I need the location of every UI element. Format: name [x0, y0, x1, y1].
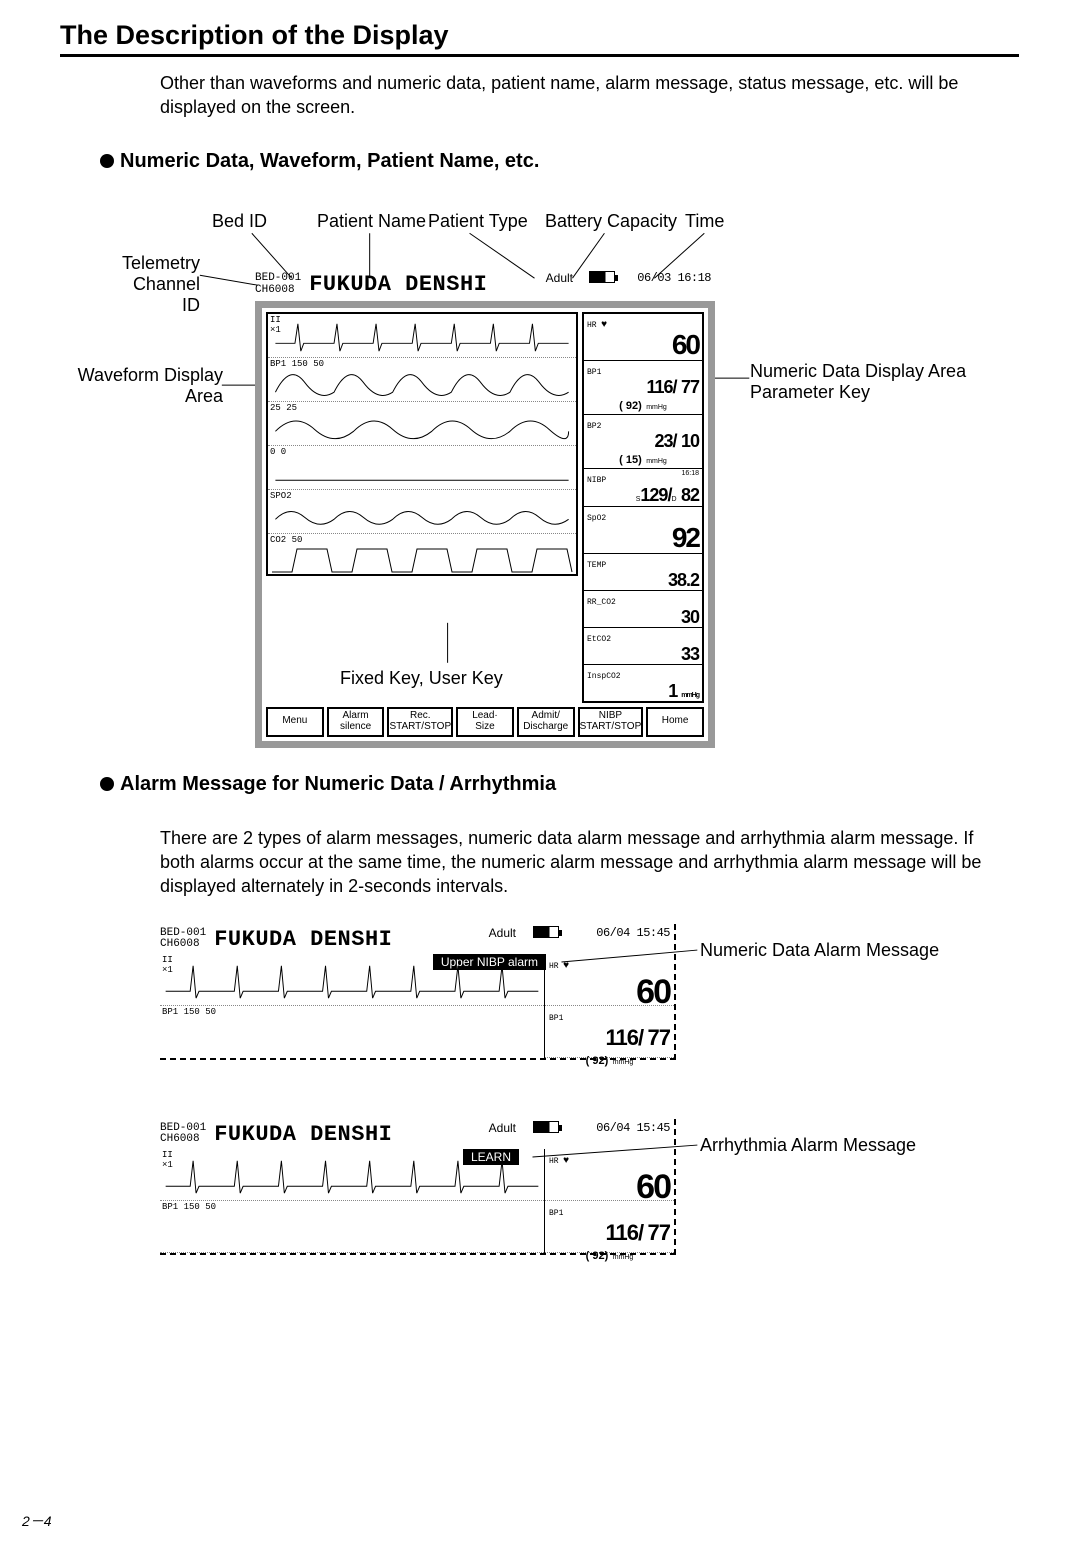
bp1-wave — [268, 358, 576, 401]
hr-label: HR — [587, 321, 597, 330]
etco2-value: 33 — [587, 645, 699, 663]
patient-name: FUKUDA DENSHI — [214, 1122, 392, 1147]
bp2-dia: 10 — [681, 431, 699, 451]
callout-patient-name: Patient Name — [317, 211, 426, 232]
intro-text: Other than waveforms and numeric data, p… — [160, 71, 989, 120]
bp-sys: 116 — [605, 1220, 638, 1245]
device-body: II ×1 BP1 150 50 25 25 0 0 SPO2 — [255, 301, 715, 748]
menu-button[interactable]: Menu — [266, 707, 324, 737]
callout-time: Time — [685, 211, 724, 232]
device-header: BED-001 CH6008 FUKUDA DENSHI Adult 06/03… — [255, 269, 715, 301]
numeric-area: HR ♥60 BP1116/ 77( 92) mmHg BP223/ 10( 1… — [582, 312, 704, 703]
bp2-label: BP2 — [587, 422, 601, 431]
callout-bed-id: Bed ID — [212, 211, 267, 232]
bp-dia: 77 — [648, 1025, 670, 1050]
bed-channel-id: BED-001 CH6008 — [160, 928, 206, 951]
heart-icon: ♥ — [563, 1155, 569, 1166]
insp-label: InspCO2 — [587, 672, 621, 681]
callout-numeric-alarm: Numeric Data Alarm Message — [700, 940, 939, 961]
page-number: 2－4 — [22, 1511, 52, 1531]
bp1-dia: 77 — [681, 377, 699, 397]
bp2-sys: 23 — [654, 431, 672, 451]
insp-value: 1 — [668, 681, 677, 701]
ecg-wave — [160, 1149, 544, 1200]
callout-numeric-area: Numeric Data Display Area Parameter Key — [750, 361, 966, 403]
page-title: The Description of the Display — [60, 20, 1019, 57]
heart-icon: ♥ — [601, 319, 607, 330]
co2-wave — [268, 534, 576, 576]
ecg-wave — [268, 314, 576, 357]
bullet-icon — [100, 154, 114, 168]
callout-patient-type: Patient Type — [428, 211, 528, 232]
callout-battery: Battery Capacity — [545, 211, 677, 232]
home-button[interactable]: Home — [646, 707, 704, 737]
spo2-value: 92 — [587, 524, 699, 552]
rr-label: RR_CO2 — [587, 598, 616, 607]
nibp-button[interactable]: NIBP START/STOP — [578, 707, 644, 737]
heart-icon: ♥ — [563, 960, 569, 971]
bp-mean: ( 92) — [586, 1250, 609, 1262]
etco2-label: EtCO2 — [587, 635, 611, 644]
battery-icon — [533, 926, 559, 938]
bp-sys: 116 — [605, 1025, 638, 1050]
alarm-figure-1: Numeric Data Alarm Message BED-001 CH600… — [60, 924, 1019, 1099]
bp-dia: 77 — [648, 1220, 670, 1245]
admit-button[interactable]: Admit/ Discharge — [517, 707, 575, 737]
rr-value: 30 — [587, 608, 699, 626]
bp-mean: ( 92) — [586, 1055, 609, 1067]
datetime: 06/03 16:18 — [637, 271, 711, 285]
section1-heading-text: Numeric Data, Waveform, Patient Name, et… — [120, 150, 539, 172]
ecg-wave — [160, 954, 544, 1005]
patient-type: Adult — [489, 926, 516, 940]
bp1-mean: ( 92) — [619, 400, 642, 412]
spo2-wave — [268, 490, 576, 533]
bed-channel-id: BED-001 CH6008 — [255, 273, 301, 296]
lead-size-button[interactable]: Lead· Size — [456, 707, 514, 737]
nibp-sys: 129 — [640, 485, 667, 505]
alarm-silence-button[interactable]: Alarm silence — [327, 707, 385, 737]
bp1-sys: 116 — [646, 377, 672, 397]
callout-telemetry: Telemetry Channel ID — [120, 253, 200, 316]
alarm-figure-2: Arrhythmia Alarm Message BED-001 CH6008 … — [60, 1119, 1019, 1294]
insp-unit: mmHg — [681, 692, 699, 699]
wave-label: BP1 150 50 — [162, 1202, 216, 1212]
battery-icon — [589, 271, 615, 283]
bed-channel-id: BED-001 CH6008 — [160, 1123, 206, 1146]
callout-arrhythmia-alarm: Arrhythmia Alarm Message — [700, 1135, 916, 1156]
callout-waveform-area: Waveform Display Area — [75, 365, 223, 407]
bp2-wave — [268, 402, 576, 445]
wave4 — [268, 446, 576, 489]
patient-name: FUKUDA DENSHI — [214, 927, 392, 952]
temp-value: 38.2 — [587, 571, 699, 589]
hr-value: 60 — [587, 331, 699, 359]
button-row: Menu Alarm silence Rec. START/STOP Lead·… — [266, 707, 704, 737]
bullet-icon — [100, 777, 114, 791]
waveform-area: II ×1 BP1 150 50 25 25 0 0 SPO2 — [266, 312, 578, 576]
spo2-label: SpO2 — [587, 514, 606, 523]
datetime: 06/04 15:45 — [596, 1121, 670, 1135]
section2-text: There are 2 types of alarm messages, num… — [160, 826, 989, 899]
section1-heading: Numeric Data, Waveform, Patient Name, et… — [100, 150, 1019, 173]
bp1-unit: mmHg — [646, 404, 667, 411]
section2-heading-text: Alarm Message for Numeric Data / Arrhyth… — [120, 773, 556, 795]
patient-type: Adult — [489, 1121, 516, 1135]
nibp-time: 16:18 — [681, 470, 699, 477]
rec-button[interactable]: Rec. START/STOP — [387, 707, 453, 737]
nibp-label: NIBP — [587, 476, 606, 485]
figure1-wrap: Bed ID Patient Name Patient Type Battery… — [60, 203, 1019, 723]
bp1-label: BP1 — [587, 368, 601, 377]
bp2-unit: mmHg — [646, 458, 667, 465]
device-figure: BED-001 CH6008 FUKUDA DENSHI Adult 06/03… — [255, 269, 715, 748]
temp-label: TEMP — [587, 561, 606, 570]
patient-type: Adult — [546, 271, 573, 285]
bp2-mean: ( 15) — [619, 454, 642, 466]
battery-icon — [533, 1121, 559, 1133]
alarm-device-1: BED-001 CH6008 FUKUDA DENSHI Adult 06/04… — [160, 924, 676, 1060]
alarm-device-2: BED-001 CH6008 FUKUDA DENSHI Adult 06/04… — [160, 1119, 676, 1255]
datetime: 06/04 15:45 — [596, 926, 670, 940]
patient-name: FUKUDA DENSHI — [309, 272, 487, 297]
wave-label: BP1 150 50 — [162, 1007, 216, 1017]
nibp-dia: 82 — [681, 485, 699, 505]
section2-heading: Alarm Message for Numeric Data / Arrhyth… — [100, 773, 1019, 796]
